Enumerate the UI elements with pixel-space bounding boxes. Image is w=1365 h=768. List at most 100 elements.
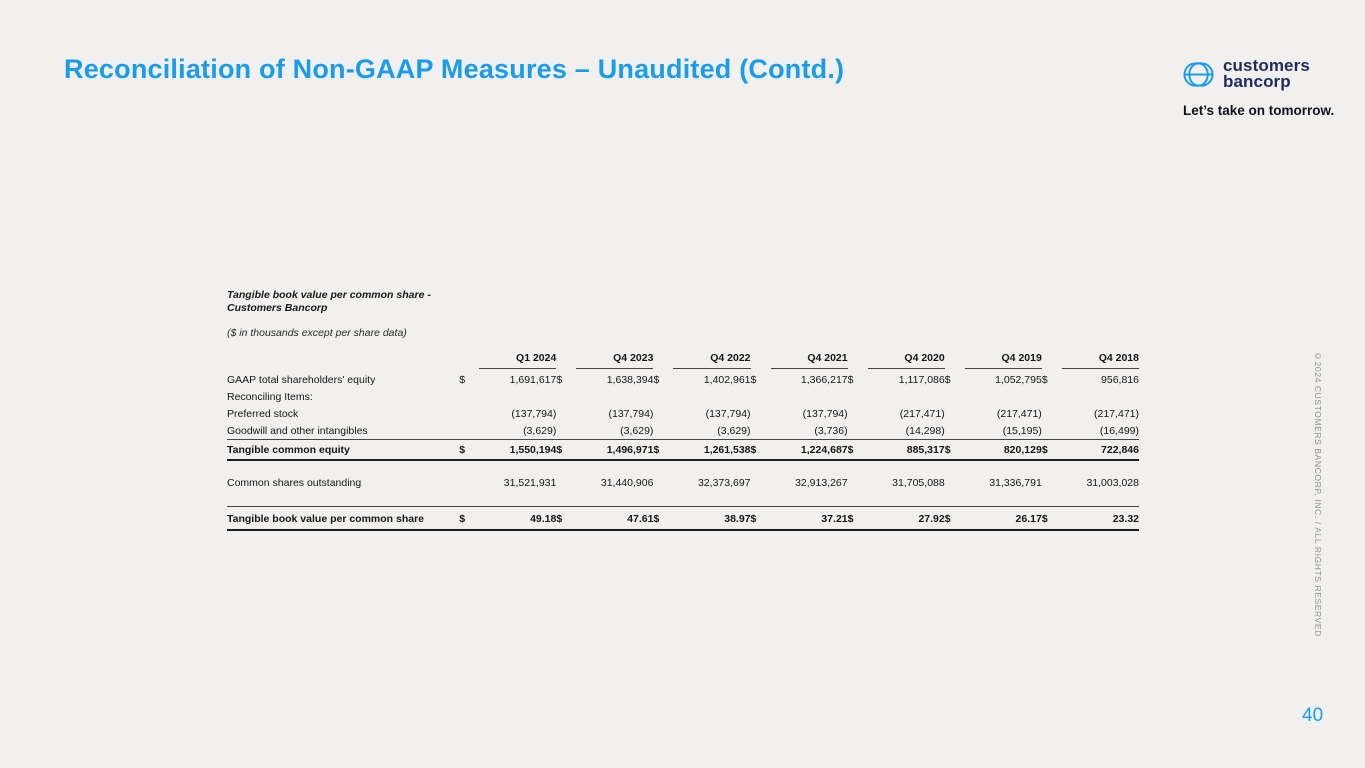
value-cell: (16,499): [1063, 422, 1139, 441]
value-cell: (137,794): [608, 407, 654, 420]
dollar-sign-cell: [945, 388, 967, 405]
value-cell: [675, 388, 750, 405]
value-cell: 1,224,687: [772, 439, 848, 461]
page-number: 40: [1302, 705, 1324, 726]
table-title: Tangible book value per common share - C…: [227, 289, 1139, 314]
value-cell: 1,117,086: [898, 373, 945, 386]
brand-tagline: Let’s take on tomorrow.: [1183, 103, 1335, 119]
spacer-cell: [227, 492, 1139, 507]
value-cell: 26.17: [966, 506, 1042, 532]
value-cell: 885,317: [869, 439, 945, 461]
logo-wordmark-line2: bancorp: [1223, 72, 1291, 92]
value-cell: 820,129: [966, 439, 1042, 461]
table-row: Tangible common equity $1,550,194 $1,496,9…: [227, 439, 1139, 461]
value-cell: 1,261,538: [675, 439, 751, 461]
table-row: Goodwill and other intangibles (3,629) (3,…: [227, 422, 1139, 441]
dollar-sign-cell: [1042, 405, 1064, 422]
table-row: Common shares outstanding 31,521,931 31,44…: [227, 475, 1139, 492]
dollar-sign-cell: $: [1041, 506, 1064, 532]
column-header-row: Q1 2024 Q4 2023 Q4 2022 Q4 2021 Q4 2020 Q4 20…: [227, 349, 1139, 371]
dollar-sign-cell: [751, 388, 773, 405]
copyright-vertical-text: ©2024 CUSTOMERS BANCORP, INC. / ALL RIGH…: [1313, 351, 1323, 637]
column-header: Q4 2023: [556, 349, 654, 371]
table-row: Tangible book value per common share $49.…: [227, 506, 1139, 532]
value-cell: [870, 388, 945, 405]
value-cell: 1,496,971: [578, 439, 654, 461]
row-label: Tangible book value per common share: [227, 506, 460, 532]
value-cell: 31,521,931: [503, 477, 557, 490]
value-cell: 1,366,217: [800, 373, 848, 386]
value-cell: [578, 388, 653, 405]
table-body: GAAP total shareholders' equity $1,691,61…: [227, 371, 1139, 532]
dollar-sign-cell: [556, 475, 578, 492]
dollar-sign-cell: [1042, 475, 1064, 492]
row-label: Tangible common equity: [227, 439, 460, 461]
value-cell: 1,052,795: [995, 373, 1042, 386]
dollar-sign-cell: $: [459, 506, 482, 532]
reconciliation-table-section: Tangible book value per common share - C…: [227, 289, 1139, 532]
logo-wordmark-line1: customers: [1223, 56, 1310, 75]
value-cell: (14,298): [869, 422, 945, 441]
table-subtitle: ($ in thousands except per share data): [227, 327, 407, 340]
dollar-sign-cell: [848, 388, 870, 405]
value-cell: 31,003,028: [1086, 477, 1139, 490]
page-title: Reconciliation of Non-GAAP Measures – Un…: [64, 54, 845, 84]
dollar-sign-cell: [459, 388, 481, 405]
dollar-sign-cell: $: [750, 439, 773, 461]
value-cell: (15,195): [966, 422, 1042, 441]
row-label: Common shares outstanding: [227, 477, 362, 490]
dollar-sign-cell: [848, 405, 870, 422]
dollar-sign-cell: [847, 422, 870, 441]
dollar-sign-cell: [945, 405, 967, 422]
value-cell: (217,471): [996, 407, 1042, 420]
dollar-sign-cell: $: [944, 506, 967, 532]
dollar-sign-cell: [556, 388, 578, 405]
value-cell: 32,913,267: [795, 477, 848, 490]
dollar-sign-cell: $: [653, 439, 676, 461]
row-label: Preferred stock: [227, 407, 299, 420]
value-cell: 27.92: [869, 506, 945, 532]
dollar-sign-cell: [653, 405, 675, 422]
row-label: Reconciling Items:: [227, 390, 313, 403]
value-cell: [481, 388, 556, 405]
table-title-line1: Tangible book value per common share -: [227, 289, 431, 301]
value-cell: 47.61: [578, 506, 654, 532]
dollar-sign-cell: [751, 405, 773, 422]
value-cell: (3,629): [578, 422, 654, 441]
value-cell: 31,336,791: [989, 477, 1042, 490]
brand-logo: customers bancorp Let’s take on tomorrow…: [1183, 56, 1335, 119]
dollar-sign-cell: $: [847, 373, 854, 386]
dollar-sign-cell: [459, 475, 481, 492]
dollar-sign-cell: [1042, 388, 1064, 405]
dollar-sign-cell: [944, 422, 967, 441]
value-cell: 1,638,394: [606, 373, 654, 386]
value-cell: (137,794): [705, 407, 751, 420]
dollar-sign-cell: $: [847, 439, 870, 461]
dollar-sign-cell: $: [653, 506, 676, 532]
dollar-sign-cell: [459, 422, 482, 441]
dollar-sign-cell: [1041, 422, 1064, 441]
value-cell: 956,816: [1101, 373, 1139, 386]
row-label: GAAP total shareholders' equity: [227, 373, 376, 386]
dollar-sign-cell: $: [944, 439, 967, 461]
row-label: Goodwill and other intangibles: [227, 422, 460, 441]
dollar-sign-cell: $: [459, 439, 482, 461]
dollar-sign-cell: $: [750, 373, 757, 386]
dollar-sign-cell: $: [1041, 373, 1048, 386]
column-header: Q4 2021: [751, 349, 848, 371]
value-cell: (217,471): [899, 407, 945, 420]
value-cell: (217,471): [1094, 407, 1139, 420]
column-header: Q4 2019: [945, 349, 1042, 371]
dollar-sign-cell: [945, 475, 967, 492]
dollar-sign-cell: $: [556, 439, 579, 461]
table-title-line2: Customers Bancorp: [227, 301, 328, 314]
column-header-empty: [227, 349, 459, 371]
column-header: Q4 2022: [653, 349, 751, 371]
dollar-sign-cell: [556, 405, 578, 422]
value-cell: 49.18: [481, 506, 557, 532]
dollar-sign-cell: [653, 422, 676, 441]
dollar-sign-cell: $: [1041, 439, 1064, 461]
value-cell: (3,736): [772, 422, 848, 441]
value-cell: [967, 388, 1042, 405]
dollar-sign-cell: $: [556, 506, 579, 532]
